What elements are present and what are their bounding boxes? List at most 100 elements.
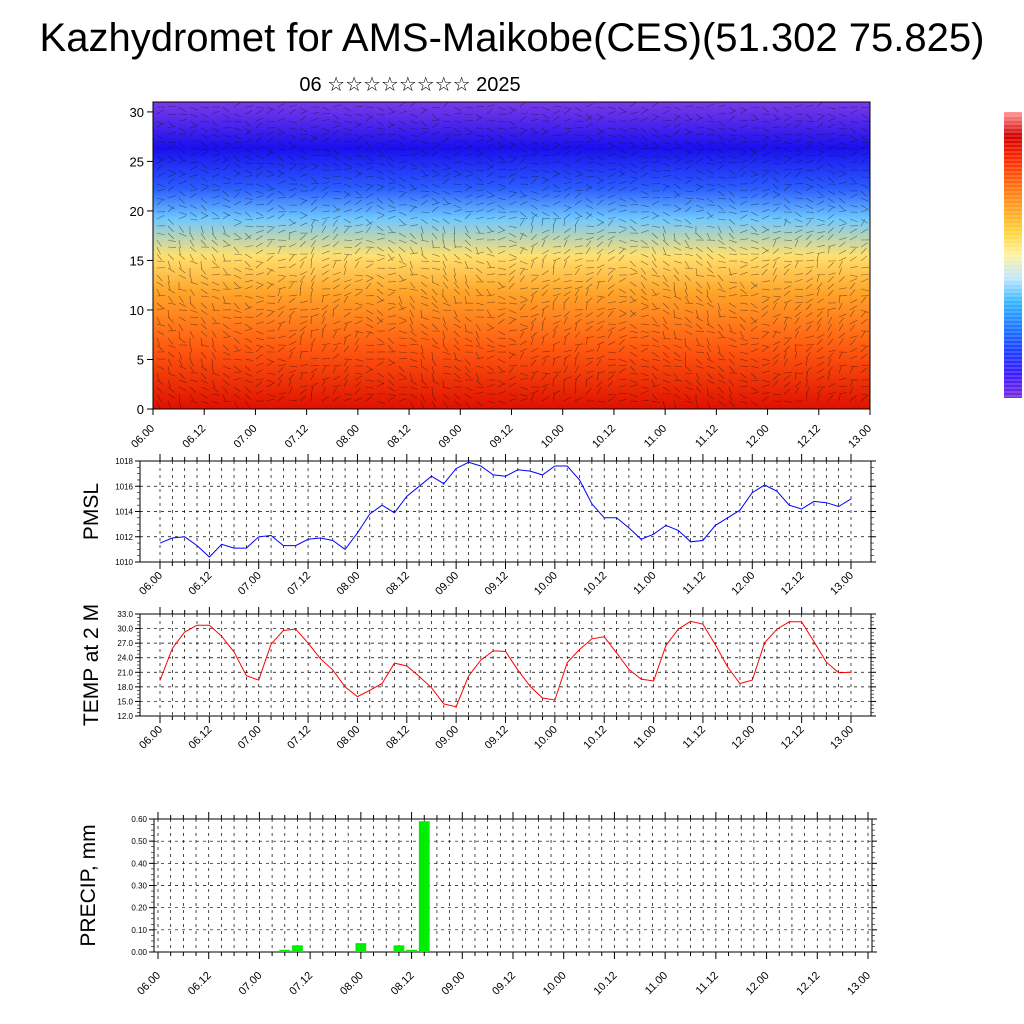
wind-vector bbox=[684, 165, 692, 171]
wind-vector bbox=[519, 327, 528, 332]
wind-vector bbox=[200, 186, 209, 192]
wind-vector bbox=[750, 273, 759, 276]
wind-vector bbox=[376, 127, 385, 130]
wind-vector bbox=[409, 302, 416, 310]
wind-vector bbox=[453, 316, 461, 323]
wind-vector bbox=[717, 393, 725, 400]
wind-vector bbox=[574, 120, 584, 122]
wind-vector bbox=[541, 148, 550, 151]
wind-vector bbox=[607, 168, 616, 171]
wind-vector bbox=[497, 197, 506, 201]
wind-vector bbox=[343, 200, 351, 206]
wind-vector bbox=[816, 308, 825, 311]
wind-vector bbox=[354, 145, 363, 150]
wind-vector bbox=[464, 213, 471, 220]
wind-vector bbox=[497, 330, 506, 336]
wind-vector bbox=[321, 344, 327, 353]
wind-vector bbox=[343, 190, 351, 197]
wind-vector bbox=[211, 372, 220, 376]
wind-vector bbox=[255, 321, 264, 325]
wind-vector bbox=[541, 355, 550, 360]
wind-vector bbox=[387, 186, 396, 192]
wind-vector bbox=[167, 178, 175, 185]
wind-vector bbox=[607, 364, 616, 367]
wind-vector bbox=[827, 162, 834, 169]
wind-vector bbox=[761, 332, 769, 339]
wind-vector bbox=[189, 260, 198, 264]
wind-vector bbox=[486, 273, 495, 276]
wind-vector bbox=[464, 239, 471, 246]
wind-vector bbox=[530, 242, 538, 248]
wind-vector bbox=[750, 266, 759, 269]
wind-vector bbox=[167, 351, 175, 358]
wind-vector bbox=[354, 288, 363, 291]
wind-vector bbox=[838, 332, 846, 339]
wind-vector bbox=[717, 225, 722, 234]
wind-vector bbox=[343, 148, 352, 150]
wind-vector bbox=[321, 377, 330, 381]
wind-vector bbox=[497, 379, 505, 385]
wind-vector bbox=[827, 246, 830, 255]
wind-vector bbox=[640, 288, 647, 296]
wind-vector bbox=[563, 127, 573, 129]
wind-vector bbox=[563, 150, 571, 157]
wind-vector bbox=[607, 380, 614, 388]
wind-vector bbox=[310, 185, 318, 192]
wind-vector bbox=[299, 165, 308, 171]
wind-vector bbox=[860, 134, 867, 141]
wind-vector bbox=[200, 400, 209, 405]
wind-vector bbox=[717, 337, 726, 339]
wind-vector bbox=[398, 110, 407, 115]
wind-vector bbox=[574, 245, 583, 248]
wind-vector bbox=[541, 169, 550, 173]
wind-vector bbox=[651, 239, 659, 246]
wind-vector bbox=[739, 400, 748, 404]
wind-vector bbox=[266, 183, 274, 190]
wind-vector bbox=[563, 396, 572, 402]
grid bbox=[140, 461, 871, 562]
wind-vector bbox=[794, 171, 802, 178]
wind-vector bbox=[684, 267, 693, 270]
wind-vector bbox=[618, 295, 627, 298]
wind-vector bbox=[805, 251, 814, 255]
wind-vector bbox=[684, 246, 693, 250]
wind-vector bbox=[596, 116, 604, 122]
wind-vector bbox=[662, 344, 670, 350]
wind-vector bbox=[475, 365, 484, 369]
wind-vector bbox=[717, 365, 724, 372]
wind-vector bbox=[750, 325, 758, 332]
wind-vector bbox=[541, 218, 544, 227]
wind-vector bbox=[189, 281, 198, 285]
wind-vector bbox=[706, 330, 715, 334]
wind-vector bbox=[464, 225, 469, 234]
wind-vector bbox=[739, 148, 748, 153]
wind-vector bbox=[178, 330, 181, 339]
grid bbox=[154, 819, 872, 952]
wind-vector bbox=[695, 176, 704, 182]
wind-vector bbox=[288, 333, 296, 339]
wind-vector bbox=[343, 321, 352, 325]
wind-vector bbox=[288, 294, 297, 297]
wind-vector bbox=[563, 332, 571, 339]
wind-vector bbox=[200, 169, 209, 174]
wind-vector bbox=[838, 351, 843, 360]
wind-vector bbox=[860, 255, 868, 262]
wind-vector bbox=[453, 323, 462, 329]
wind-vector bbox=[585, 357, 594, 360]
wind-vector bbox=[585, 361, 593, 367]
wind-vector bbox=[354, 316, 363, 319]
wind-vector bbox=[849, 299, 858, 304]
wind-vector bbox=[673, 239, 681, 245]
wind-vector bbox=[464, 260, 469, 269]
wind-vector bbox=[464, 323, 467, 332]
wind-vector bbox=[750, 386, 758, 392]
wind-vector bbox=[739, 385, 748, 388]
wind-vector bbox=[684, 365, 692, 372]
wind-vector bbox=[519, 348, 528, 353]
wind-vector bbox=[310, 136, 317, 143]
wind-vector bbox=[354, 260, 360, 269]
wind-vector bbox=[651, 225, 660, 228]
wind-vector bbox=[156, 197, 165, 201]
wind-vector bbox=[486, 104, 495, 108]
wind-vector bbox=[673, 129, 680, 136]
